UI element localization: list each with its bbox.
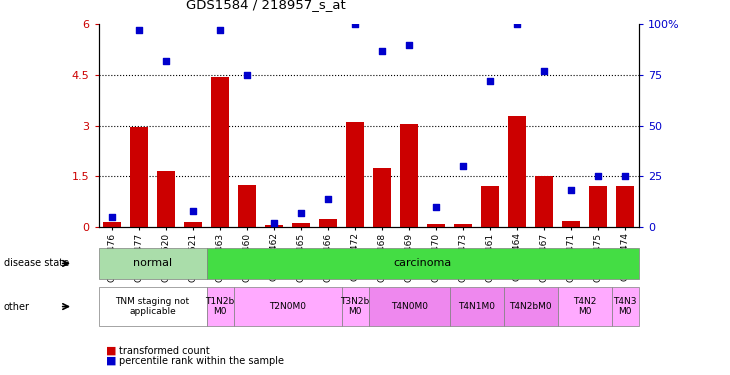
Bar [157, 171, 175, 227]
Bar [346, 122, 364, 227]
Bar [400, 124, 418, 227]
Bar [103, 222, 121, 227]
Bar [211, 77, 229, 227]
Text: TNM staging not
applicable: TNM staging not applicable [115, 297, 190, 316]
Point [269, 220, 280, 226]
Point [566, 188, 577, 194]
Text: T1N2b
M0: T1N2b M0 [205, 297, 235, 316]
Text: ■: ■ [106, 356, 116, 366]
Text: T2N0M0: T2N0M0 [269, 302, 306, 311]
Point [188, 208, 199, 214]
Bar [373, 168, 391, 227]
Text: T4N0M0: T4N0M0 [391, 302, 428, 311]
Text: GDS1584 / 218957_s_at: GDS1584 / 218957_s_at [186, 0, 346, 11]
Text: T4N2
M0: T4N2 M0 [573, 297, 596, 316]
Text: T4N1M0: T4N1M0 [458, 302, 495, 311]
Point [485, 78, 496, 84]
Point [296, 210, 307, 216]
Text: transformed count: transformed count [119, 345, 210, 355]
Point [215, 27, 226, 33]
Text: disease state: disease state [4, 258, 69, 268]
Bar [508, 116, 526, 227]
Point [539, 68, 550, 74]
Text: percentile rank within the sample: percentile rank within the sample [119, 356, 284, 366]
Bar [535, 176, 553, 227]
Text: carcinoma: carcinoma [393, 258, 452, 268]
Bar [616, 186, 634, 227]
Point [323, 195, 334, 201]
Text: other: other [4, 302, 30, 312]
Point [431, 204, 442, 210]
Bar [130, 128, 148, 227]
Bar [319, 219, 337, 227]
Text: normal: normal [133, 258, 172, 268]
Point [404, 42, 415, 48]
Bar [427, 224, 445, 227]
Text: T4N2bM0: T4N2bM0 [510, 302, 552, 311]
Point [350, 21, 361, 27]
Point [457, 163, 469, 169]
Point [377, 48, 388, 54]
Bar [589, 186, 607, 227]
Bar [265, 225, 283, 227]
Point [620, 173, 631, 179]
Point [161, 58, 172, 64]
Text: T4N3
M0: T4N3 M0 [613, 297, 637, 316]
Bar [184, 222, 202, 227]
Bar [292, 223, 310, 227]
Bar [454, 224, 472, 227]
Point [512, 21, 523, 27]
Point [133, 27, 145, 33]
Bar [562, 221, 580, 227]
Point [241, 72, 253, 78]
Point [593, 173, 604, 179]
Point [107, 214, 118, 220]
Text: T3N2b
M0: T3N2b M0 [340, 297, 370, 316]
Bar [238, 185, 256, 227]
Bar [481, 186, 499, 227]
Text: ■: ■ [106, 345, 116, 355]
